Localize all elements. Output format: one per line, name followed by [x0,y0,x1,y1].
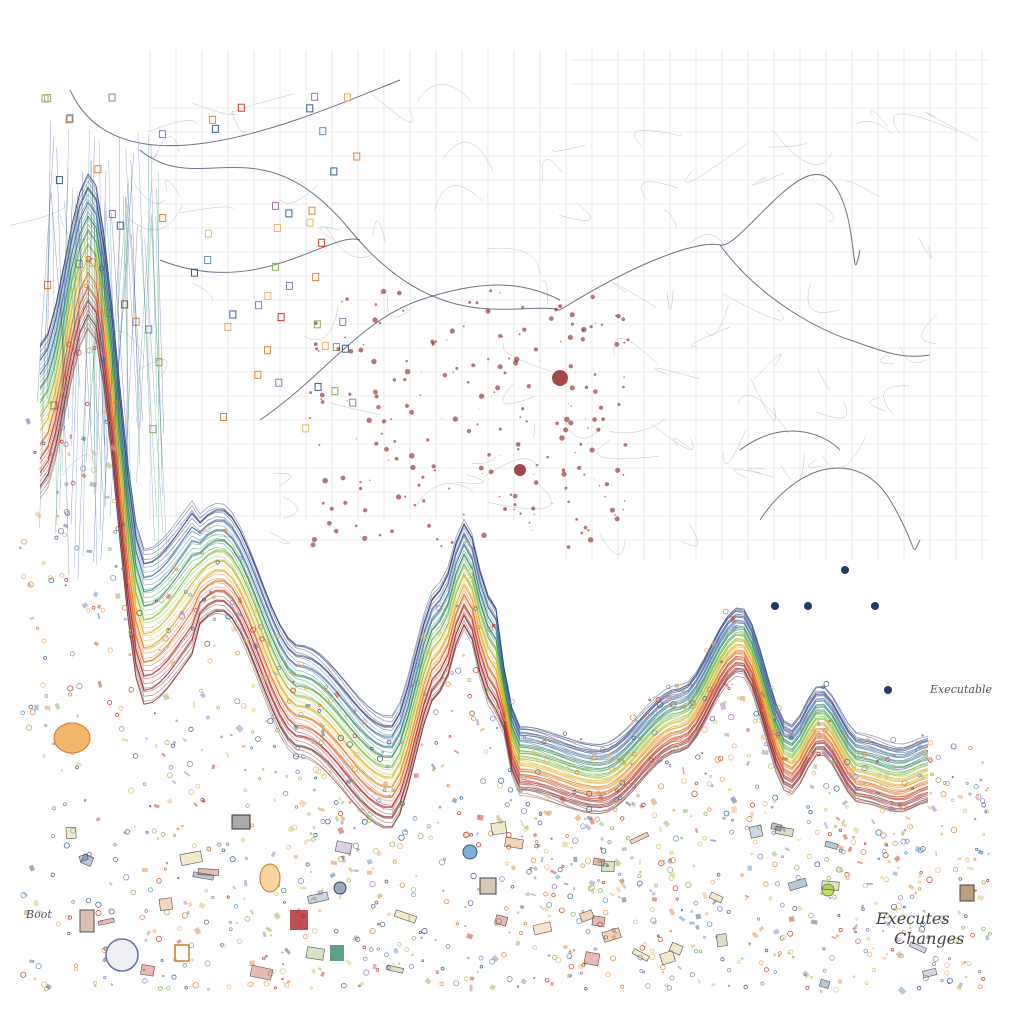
scattered-objects [53,566,975,989]
background-grid [149,50,990,560]
annotation-labels: Boot Executes Changes Executable [25,683,993,948]
label-right-mid: Executable [929,683,993,696]
red-splash-cluster [309,288,630,549]
particle-dust-field [19,256,992,996]
label-left-small: Boot [25,908,52,921]
label-bottom-right-1: Executes [875,909,950,928]
label-bottom-right-2: Changes [894,929,964,948]
network-curves [9,79,979,555]
spectral-wave-bundle [37,120,929,829]
